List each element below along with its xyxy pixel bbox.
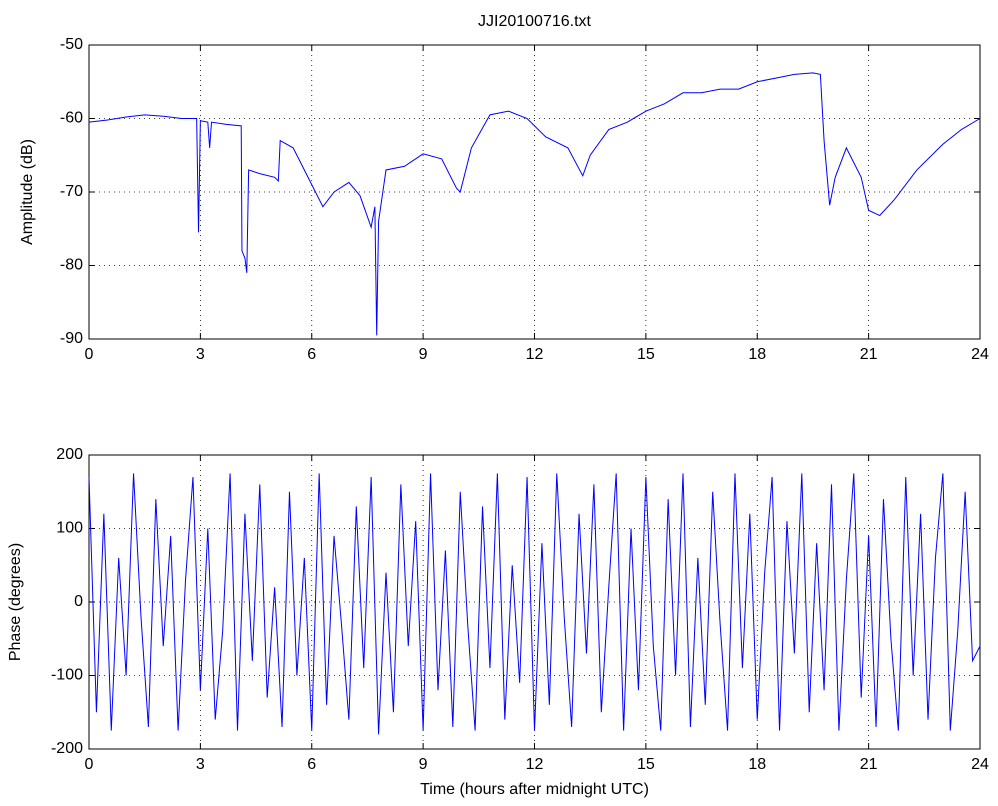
x-tick-label: 24 (971, 756, 989, 773)
y-tick-label: 100 (56, 520, 83, 537)
data-line (88, 72, 981, 336)
x-tick-label: 21 (860, 756, 878, 773)
x-tick-label: 9 (419, 346, 428, 363)
x-tick-label: 18 (748, 346, 766, 363)
y-tick-label: -50 (60, 36, 83, 53)
y-tick-label: -90 (60, 330, 83, 347)
y-tick-label: -70 (60, 183, 83, 200)
x-tick-label: 15 (637, 346, 655, 363)
x-tick-label: 9 (419, 756, 428, 773)
axes-frame (88, 454, 981, 750)
y-tick-label: -80 (60, 257, 83, 274)
x-axis-label: Time (hours after midnight UTC) (420, 781, 649, 798)
y-tick-label: -60 (60, 110, 83, 127)
chart-title: JJI20100716.txt (478, 13, 592, 30)
y-tick-label: -200 (51, 740, 83, 757)
axes-frame (88, 44, 981, 340)
x-tick-label: 3 (196, 756, 205, 773)
y-tick-label: 200 (56, 446, 83, 463)
x-tick-label: 12 (526, 756, 544, 773)
x-tick-label: 3 (196, 346, 205, 363)
x-tick-label: 21 (860, 346, 878, 363)
data-line (88, 473, 981, 735)
x-tick-label: 18 (748, 756, 766, 773)
x-tick-label: 0 (85, 756, 94, 773)
x-tick-label: 12 (526, 346, 544, 363)
x-tick-label: 6 (307, 756, 316, 773)
y-tick-label: -100 (51, 667, 83, 684)
x-tick-label: 24 (971, 346, 989, 363)
y-axis-label: Amplitude (dB) (19, 139, 36, 245)
x-tick-label: 15 (637, 756, 655, 773)
x-tick-label: 0 (85, 346, 94, 363)
y-tick-label: 0 (74, 593, 83, 610)
y-axis-label: Phase (degrees) (7, 543, 24, 661)
x-tick-label: 6 (307, 346, 316, 363)
